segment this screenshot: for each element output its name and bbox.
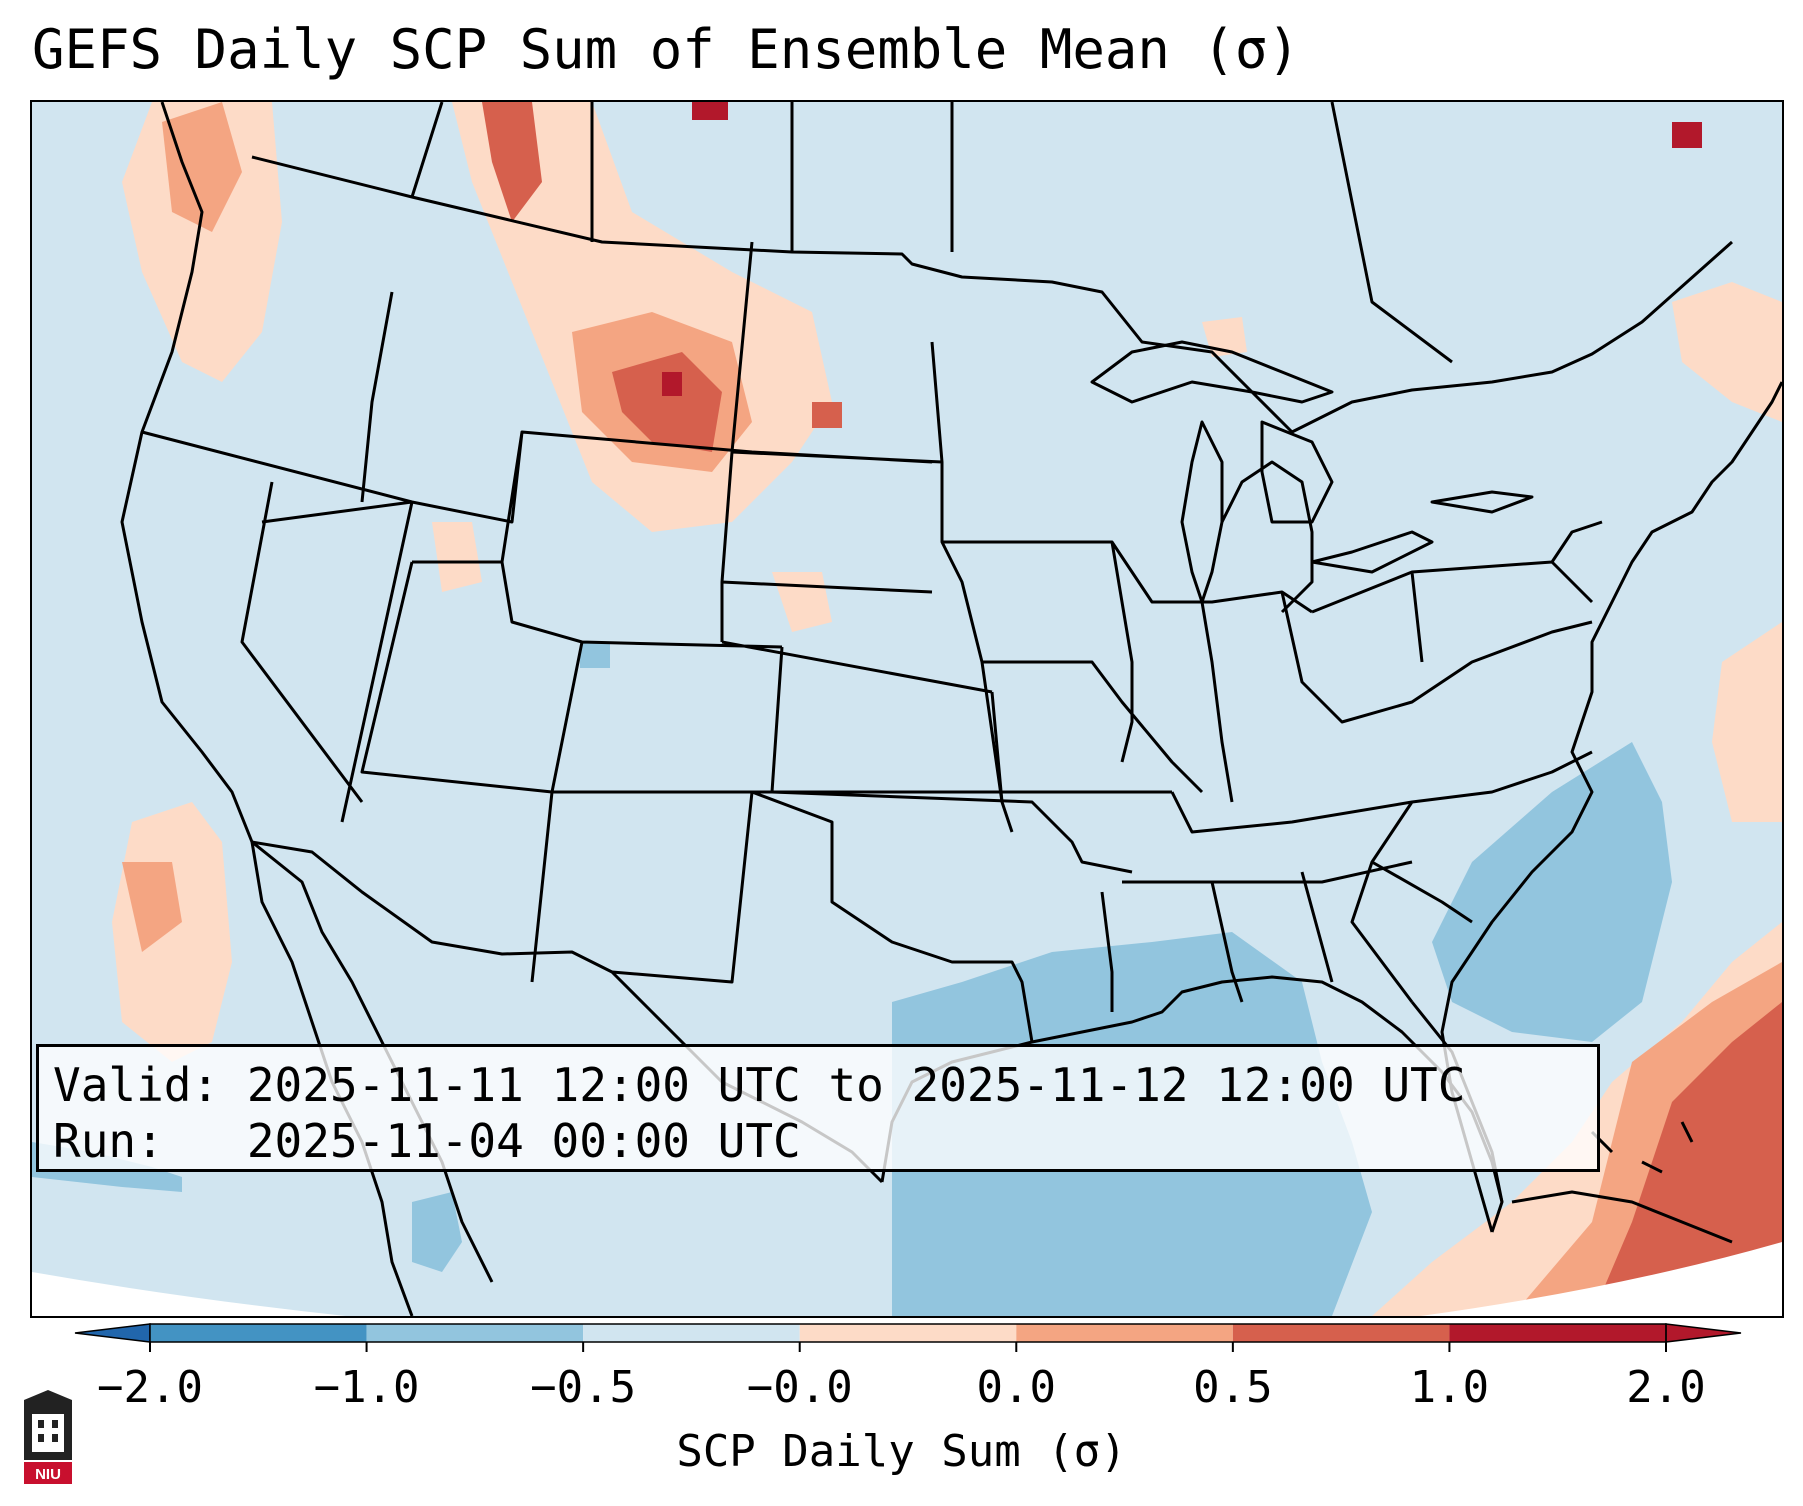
colorbar-extend-high <box>1665 1323 1742 1343</box>
colorbar-segment <box>150 1324 367 1342</box>
colorbar-segment <box>1449 1324 1666 1342</box>
colorbar-tick-label: −0.5 <box>530 1362 637 1413</box>
lake-superior <box>1090 340 1334 404</box>
us-canada-border <box>251 155 1733 434</box>
colorbar-tick-label: 2.0 <box>1626 1362 1706 1413</box>
michigan-peninsula <box>1220 460 1314 614</box>
west-scattered-positive <box>432 522 482 592</box>
atlantic-coast <box>1440 381 1782 1233</box>
colorbar-tick-label: −2.0 <box>97 1362 203 1413</box>
baja-peninsula <box>251 840 494 1283</box>
colorbar-tick-label: −1.0 <box>313 1362 420 1413</box>
canada-dark-cell <box>692 102 728 120</box>
colorbar <box>74 1323 1742 1352</box>
colorbar-segment <box>1016 1324 1233 1342</box>
validity-info-box: Valid: 2025-11-11 12:00 UTC to 2025-11-1… <box>36 1044 1600 1172</box>
texas-oklahoma <box>751 790 1034 1043</box>
northwest-medium-positive <box>162 102 242 232</box>
colorbar-segment <box>583 1324 800 1342</box>
montana-strong-positive <box>612 352 722 452</box>
colorbar-extend-low <box>74 1323 151 1343</box>
state-lines-east <box>942 520 1603 1012</box>
caribbean-strong-positive <box>1592 1002 1782 1316</box>
baja-medium-positive <box>122 862 182 952</box>
chart-title: GEFS Daily SCP Sum of Ensemble Mean (σ) <box>32 18 1300 81</box>
lake-ontario <box>1430 490 1534 514</box>
new-england-positive <box>1672 282 1782 422</box>
lake-huron <box>1260 420 1334 524</box>
colorbar-tick-label: 0.0 <box>976 1362 1057 1413</box>
colorado-negative-cell <box>580 642 610 668</box>
baja-offshore-positive <box>112 802 232 1062</box>
niu-logo-icon: NIU <box>24 1390 72 1484</box>
atlantic-negative-area <box>1432 742 1672 1042</box>
colorbar-segment <box>1232 1324 1450 1342</box>
logo-text: NIU <box>35 1466 61 1483</box>
canada-strong-positive <box>482 102 542 222</box>
globe-edge <box>32 1242 1782 1316</box>
montana-dark-cell <box>662 372 682 396</box>
colorbar-frame <box>149 1323 1667 1343</box>
valid-time: Valid: 2025-11-11 12:00 UTC to 2025-11-1… <box>53 1058 1466 1112</box>
state-lines-west <box>141 241 1133 984</box>
quebec-strong-cell <box>1672 122 1702 148</box>
cuba <box>1511 1190 1733 1244</box>
run-time: Run: 2025-11-04 00:00 UTC <box>53 1114 801 1168</box>
plains-scattered-positive <box>772 572 832 632</box>
canada-province-lines <box>410 102 1453 364</box>
lake-erie <box>1310 530 1434 574</box>
colorbar-segment <box>799 1324 1017 1342</box>
lake-michigan <box>1180 420 1224 604</box>
colorbar-tick-label: −0.0 <box>746 1362 853 1413</box>
colorbar-tick-label: 1.0 <box>1409 1362 1490 1413</box>
colorbar-tick-label: 0.5 <box>1193 1362 1273 1413</box>
mexico-negative-area <box>412 1192 462 1272</box>
colorbar-label: SCP Daily Sum (σ) <box>676 1426 1127 1477</box>
colorbar-segment <box>366 1324 584 1342</box>
east-atlantic-positive <box>1712 622 1782 822</box>
dakota-strong-cell <box>812 402 842 428</box>
